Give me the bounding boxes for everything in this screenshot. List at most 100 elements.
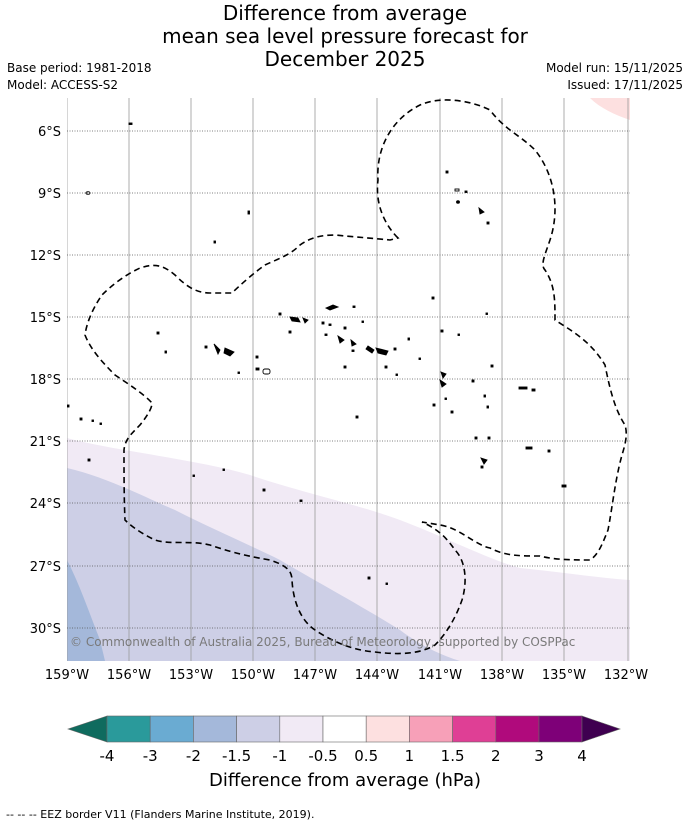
island [247, 210, 250, 215]
island [299, 499, 303, 502]
island [289, 316, 301, 323]
island [365, 345, 375, 354]
title-line-3: December 2025 [264, 47, 426, 71]
island [213, 343, 221, 356]
lat-label: 27°S [30, 560, 61, 575]
lat-label: 6°S [38, 125, 61, 140]
island [278, 312, 282, 316]
anomaly-band-minus-1-5 [67, 560, 105, 661]
base-period: Base period: 1981-2018 [7, 61, 152, 75]
lon-label: 141°W [418, 668, 462, 683]
colorbar-swatch [495, 715, 540, 743]
island [518, 386, 528, 390]
island [474, 436, 478, 440]
title-line-2: mean sea level pressure forecast for [162, 24, 528, 48]
chart-title: Difference from average mean sea level p… [0, 2, 690, 71]
colorbar [67, 715, 621, 743]
island [343, 365, 347, 369]
colorbar-swatch [322, 715, 367, 743]
lat-label: 30°S [30, 622, 61, 637]
latitude-labels: 6°S 9°S 12°S 15°S 18°S 21°S 24°S 27°S 30… [30, 125, 61, 637]
island [456, 200, 460, 204]
island [192, 474, 195, 477]
anomaly-band-minus-1 [67, 468, 460, 661]
island [457, 333, 460, 336]
island [99, 422, 102, 425]
title-line-1: Difference from average [222, 1, 468, 25]
colorbar-ticks: -4 -3 -2 -1.5 -1 -0.5 0.5 1 1.5 2 3 4 [100, 747, 587, 765]
island [321, 321, 325, 325]
colorbar-swatch [409, 715, 453, 743]
island [385, 582, 388, 585]
model-run: Model run: 15/11/2025 [545, 61, 683, 75]
island [352, 305, 356, 308]
island [128, 122, 133, 125]
island [223, 347, 235, 357]
island [444, 397, 447, 400]
lon-label: 132°W [604, 668, 648, 683]
colorbar-tick: -1.5 [222, 747, 251, 765]
island [480, 457, 488, 465]
colorbar-tick: 1 [405, 747, 415, 765]
colorbar-swatch [452, 715, 497, 743]
island [222, 468, 225, 471]
island [418, 357, 421, 360]
island [164, 350, 167, 354]
island [531, 388, 536, 392]
island [547, 449, 551, 453]
longitude-gridlines [67, 98, 629, 661]
island [302, 317, 309, 324]
lat-label: 12°S [30, 249, 61, 264]
island [67, 404, 70, 408]
island [483, 394, 486, 398]
island [525, 446, 533, 450]
colorbar-swatch [193, 715, 237, 743]
colorbar-tick: 1.5 [441, 747, 465, 765]
anomaly-band-plus-0-5 [590, 98, 630, 120]
lon-label: 156°W [107, 668, 151, 683]
island [156, 331, 160, 335]
colorbar-tick: 4 [577, 747, 587, 765]
lon-label: 159°W [45, 668, 89, 683]
island [431, 296, 435, 300]
island [439, 378, 447, 388]
colorbar-tick: -4 [100, 747, 115, 765]
eez-legend-note: -- -- -- EEZ border V11 (Flanders Marine… [6, 808, 315, 821]
island [464, 190, 468, 193]
island [490, 364, 494, 368]
colorbar-extend-max [581, 715, 621, 743]
meta-left: Base period: 1981-2018 Model: ACCESS-S2 [7, 60, 152, 94]
island [87, 458, 91, 462]
island [288, 330, 292, 334]
lat-label: 15°S [30, 311, 61, 326]
island [85, 191, 91, 195]
island [375, 347, 389, 356]
island [79, 417, 83, 421]
island [237, 371, 240, 374]
colorbar-extend-min [67, 715, 108, 743]
lon-label: 150°W [231, 668, 275, 683]
island [355, 415, 359, 419]
island [485, 312, 488, 315]
island [487, 436, 491, 440]
colorbar-title: Difference from average (hPa) [208, 770, 482, 791]
island [324, 333, 328, 336]
island [328, 323, 332, 326]
island [393, 347, 397, 351]
island [262, 488, 266, 492]
colorbar-tick: -0.5 [308, 747, 337, 765]
island [255, 355, 259, 359]
lon-label: 153°W [169, 668, 213, 683]
island [432, 403, 436, 407]
colorbar-swatch [538, 715, 583, 743]
island [440, 329, 444, 333]
island [324, 304, 340, 311]
island [486, 221, 490, 225]
island [343, 326, 347, 330]
colorbar-swatch [365, 715, 410, 743]
colorbar-tick: 0.5 [354, 747, 378, 765]
lon-label: 144°W [355, 668, 399, 683]
island [395, 373, 398, 376]
island [486, 405, 489, 409]
